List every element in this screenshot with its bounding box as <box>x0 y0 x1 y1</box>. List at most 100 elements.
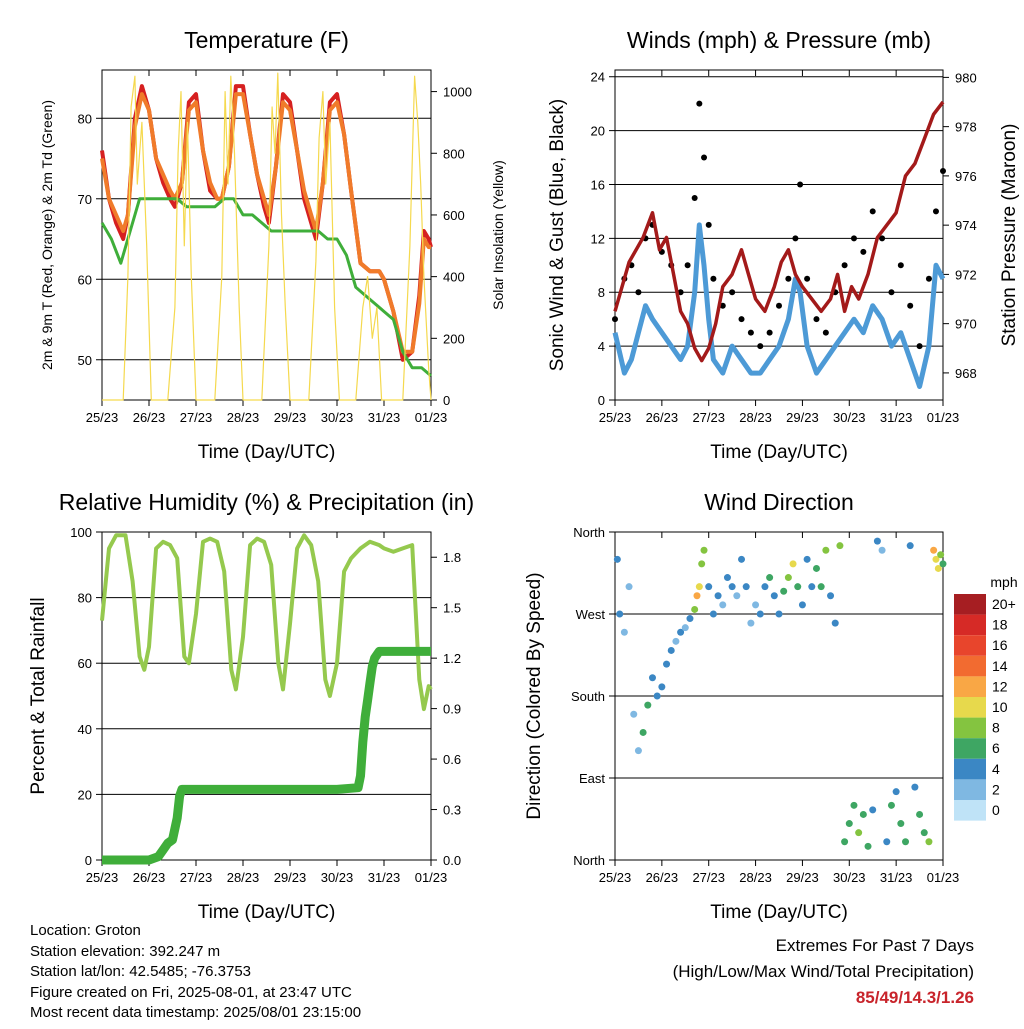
legend-label: 6 <box>992 740 1000 756</box>
panel-0-ytick-label: 60 <box>78 272 92 287</box>
direction-point <box>698 560 706 568</box>
panel-1-xtick-label: 29/23 <box>786 410 819 425</box>
direction-point <box>738 555 746 563</box>
panel-2-ytick-label: 80 <box>78 591 92 606</box>
panel-1-ytick-label: 8 <box>598 285 605 300</box>
panel-0-xtick-label: 31/23 <box>368 410 401 425</box>
panel-2-ytick-label: 100 <box>70 525 92 540</box>
rainfall-series <box>102 646 431 865</box>
direction-point <box>916 810 924 818</box>
direction-point <box>911 783 919 791</box>
panel-0-ytick-label: 50 <box>78 353 92 368</box>
legend-swatch <box>954 800 986 821</box>
panel-1-xtick-label: 25/23 <box>599 410 632 425</box>
panel-0-ylabel-right: Solar Insolation (Yellow) <box>490 160 506 310</box>
panel-2-ytick-right-label: 0.0 <box>443 853 461 868</box>
legend-swatch <box>954 697 986 718</box>
panel-0-xtick-label: 30/23 <box>321 410 354 425</box>
panel-2-xtick-label: 31/23 <box>368 870 401 885</box>
gust-point <box>813 316 820 323</box>
gust-point <box>747 329 754 336</box>
direction-point <box>883 838 891 846</box>
panel-2-ytick-label: 60 <box>78 656 92 671</box>
panel-1-ytick-label: 0 <box>598 393 605 408</box>
panel-1-ytick-right-label: 978 <box>955 120 977 135</box>
direction-point <box>653 692 661 700</box>
direction-point <box>714 592 722 600</box>
panel-3-xtick-label: 29/23 <box>786 870 819 885</box>
direction-point <box>925 838 933 846</box>
panel-1-ytick-label: 24 <box>591 70 605 85</box>
panel-2-ytick-right-label: 1.2 <box>443 651 461 666</box>
direction-point <box>930 546 938 554</box>
direction-point <box>855 829 863 837</box>
panel-1-frame <box>614 69 944 401</box>
gust-point <box>860 248 867 255</box>
direction-point <box>705 583 713 591</box>
gust-point <box>691 194 698 201</box>
legend-label: 2 <box>992 781 1000 797</box>
legend-label: 20+ <box>992 596 1016 612</box>
panel-1-xtick-label: 27/23 <box>692 410 725 425</box>
legend-swatch <box>954 758 986 780</box>
gust-point <box>925 275 932 282</box>
panel-2-xtick-label: 25/23 <box>86 870 119 885</box>
gust-point <box>776 302 782 309</box>
panel-2-ytick-label: 20 <box>78 787 92 802</box>
gust-point <box>940 168 946 175</box>
direction-point <box>625 583 633 591</box>
panel-3-ytick-label: East <box>579 771 605 786</box>
panel-0-xtick-label: 25/23 <box>86 410 119 425</box>
panel-1-ytick-right-label: 970 <box>955 317 977 332</box>
direction-point <box>677 628 685 636</box>
panel-1-ytick-right-label: 976 <box>955 169 977 184</box>
direction-point <box>658 683 666 691</box>
extremes-heading: Extremes For Past 7 Days <box>775 936 974 955</box>
direction-point <box>766 574 774 582</box>
panel-0-title: Temperature (F) <box>184 27 349 53</box>
direction-point <box>630 710 638 718</box>
direction-point <box>798 601 806 609</box>
station-info: Location: Groton Station elevation: 392.… <box>30 921 361 1024</box>
direction-point <box>812 564 820 572</box>
direction-point <box>709 610 717 618</box>
panel-0-xtick-label: 29/23 <box>274 410 307 425</box>
legend-label: 0 <box>992 802 1000 818</box>
gust-point <box>705 221 712 228</box>
direction-point <box>932 555 940 563</box>
legend-swatch <box>954 717 986 739</box>
legend-label: 18 <box>992 617 1008 633</box>
gust-point <box>766 329 773 336</box>
panel-3-xtick-label: 30/23 <box>833 870 866 885</box>
panel-1-ytick-right-label: 972 <box>955 267 977 282</box>
panel-2-ytick-right-label: 0.3 <box>443 803 461 818</box>
temperature-series-1 <box>100 92 431 354</box>
direction-point <box>836 542 844 550</box>
panel-2-xtick-label: 26/23 <box>133 870 166 885</box>
gust-point <box>822 329 829 336</box>
panel-1-title: Winds (mph) & Pressure (mb) <box>627 27 931 53</box>
station-elevation: Station elevation: 392.247 m <box>30 942 221 960</box>
direction-point <box>691 605 699 613</box>
legend-label: 14 <box>992 658 1008 674</box>
direction-point <box>644 701 652 709</box>
gust-point <box>869 208 876 215</box>
panel-0-xlabel: Time (Day/UTC) <box>198 442 336 463</box>
panel-0-xtick-label: 26/23 <box>133 410 166 425</box>
panel-2-xtick-label: 27/23 <box>180 870 213 885</box>
direction-point <box>939 560 947 568</box>
direction-point <box>728 583 736 591</box>
direction-point <box>648 674 656 682</box>
panel-0-ytick-right-label: 200 <box>443 331 465 346</box>
gust-point <box>757 343 764 350</box>
panel-0-ytick-right-label: 0 <box>443 393 450 408</box>
panel-2-ytick-right-label: 0.6 <box>443 752 461 767</box>
direction-point <box>789 560 797 568</box>
panel-1-ytick-label: 12 <box>591 231 605 246</box>
panel-1-xlabel: Time (Day/UTC) <box>710 442 848 463</box>
gust-point <box>785 275 792 282</box>
legend-swatch <box>954 614 986 636</box>
legend-swatch <box>954 779 986 800</box>
panel-3-xtick-label: 27/23 <box>692 870 725 885</box>
panel-2-ytick-right-label: 1.5 <box>443 601 461 616</box>
